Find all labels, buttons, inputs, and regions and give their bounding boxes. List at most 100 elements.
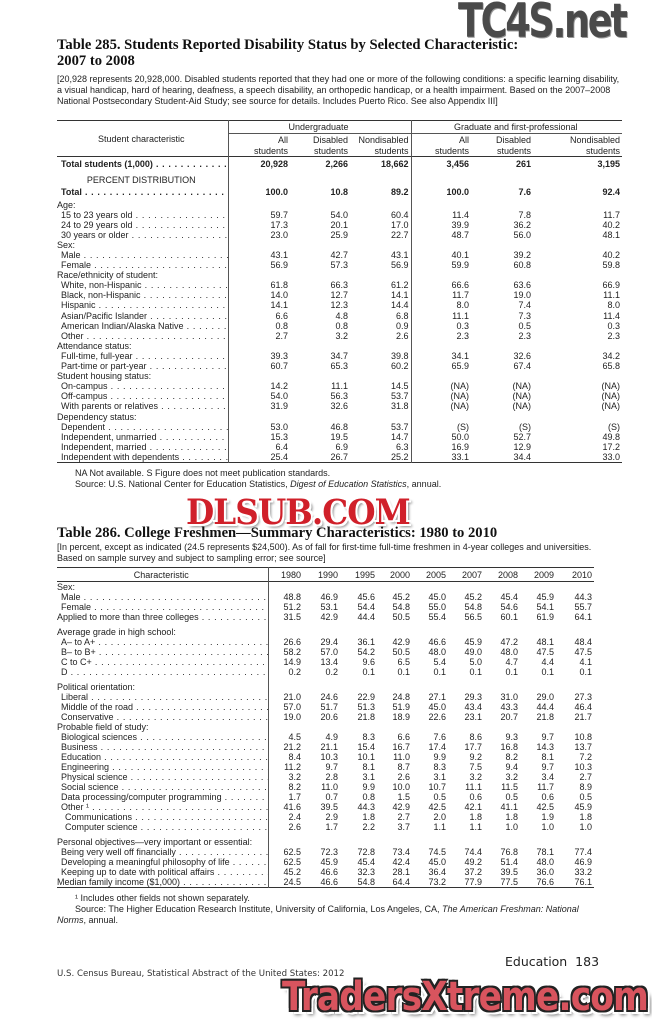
value-cell: 14.7 [350,431,412,442]
value-cell: 46.6 [428,637,446,647]
value-cell: 3.2 [469,772,482,782]
value-cell: 21.8 [357,712,375,722]
table-row: Conservative 19.0 20.6 21.8 18.9 22.6 23.1 20.7… [57,712,594,722]
row-label: Biological sciences [57,732,269,742]
value-cell: 73.2 [428,877,446,887]
value-cell: 43.3 [500,702,518,712]
value-cell: 43.4 [464,702,482,712]
value-cell: 14.9 [283,657,301,667]
value-cell: 8.0 [456,300,469,311]
table-row: Hispanic 14.1 12.314.4 8.0 7.4 8.0 [57,300,622,311]
value-cell: 2.8 [325,772,338,782]
value-cell: 26.7 [330,451,348,462]
value-cell: 49.8 [602,431,621,442]
value-cell: 47.2 [500,637,518,647]
table-row: 24 to 29 years old 17.3 20.117.0 39.9 36.2 40… [57,219,622,230]
value-cell: 54.2 [357,647,375,657]
value-cell: 1.7 [288,792,301,802]
table-row: Liberal 21.0 24.6 22.9 24.8 27.1 29.3 31.0 29.0 2… [57,692,594,702]
value-cell: 0.2 [288,667,301,677]
value-cell [411,172,471,185]
row-label: On-campus [57,381,229,392]
row-label: B– to B+ [57,647,269,657]
value-cell: 27.1 [428,692,446,702]
group-header-graduate: Graduate and first-professional [411,120,623,134]
row-label: Dependency status: [57,411,229,422]
value-cell: 1.0 [541,822,554,832]
year-column-header: 1995 [354,569,375,580]
value-cell: 10.1 [357,752,375,762]
value-cell: (NA) [450,391,470,402]
value-cell: 51.2 [283,602,301,612]
row-label: Applied to more than three colleges [57,612,269,622]
value-cell: 59.8 [602,260,621,271]
row-label-text: Male [61,250,81,261]
value-cell: 45.2 [392,592,410,602]
row-label-text: B– to B+ [61,647,96,657]
source-suffix: , annual. [406,479,442,489]
value-cell [471,341,533,351]
value-cell: 46.6 [320,877,338,887]
value-cell: 10.7 [428,782,446,792]
value-cell: 261 [515,159,531,170]
value-cell: 22.7 [350,229,412,240]
value-cell: 10.8 [330,187,348,197]
row-label-text: Probable field of study: [57,722,149,732]
row-label: Independent with dependents [57,451,229,463]
table-row: Computer science 2.6 1.7 2.2 3.7 1.1 1.1 1.0 1.0… [57,822,594,832]
value-cell: 0.1 [362,667,375,677]
value-cell: 39.5 [500,867,518,877]
value-cell [268,832,303,847]
table-group-heading: Dependency status: [57,411,622,422]
value-cell: 17.3 [270,219,288,230]
value-cell: 17.0 [350,219,412,230]
value-cell: 0.5 [433,792,446,802]
value-cell: 44.4 [357,612,375,622]
value-cell: 1.1 [433,822,446,832]
value-cell: 52.7 [513,431,531,442]
column-header: Nondisabled students [350,133,412,157]
value-cell: 74.5 [428,847,446,857]
table-group-heading: Attendance status: [57,340,622,351]
table-row: Applied to more than three colleges 31.5 4… [57,612,594,622]
value-cell: 45.9 [574,802,592,812]
row-label-text: Biological sciences [61,732,138,742]
value-cell [290,200,350,210]
row-label: Age: [57,199,229,210]
value-cell: 60.1 [500,612,518,622]
value-cell [533,371,622,381]
value-cell [448,582,484,593]
column-header: Disabled students [312,135,348,156]
table-row: With parents or relatives 31.9 32.631.8 (NA… [57,401,622,412]
row-label-text: 30 years or older [61,229,129,240]
row-label-text: Age: [57,199,76,210]
value-cell: 64.1 [574,612,592,622]
value-cell: 19.5 [330,431,348,442]
value-cell [471,172,533,185]
value-cell: 2.2 [362,822,375,832]
row-label: White, non-Hispanic [57,280,229,291]
year-column-header: 1990 [317,569,338,580]
value-cell: 20.7 [500,712,518,722]
value-cell: 1.8 [362,812,375,822]
value-cell: 8.1 [541,752,554,762]
value-cell: 11.5 [501,782,518,792]
table-285-source: Source: U.S. National Center for Educati… [75,479,441,490]
running-head-page-number: Education 183 [505,954,600,969]
value-cell: 45.0 [428,592,446,602]
value-cell [411,270,471,280]
value-cell: 47.5 [574,647,592,657]
value-cell [484,622,520,637]
value-cell: 4.8 [335,310,348,321]
value-cell: 65.8 [602,361,621,372]
value-cell: 57.0 [283,702,301,712]
row-label-text: Total [61,187,82,197]
value-cell: (NA) [450,401,470,412]
row-label: C to C+ [57,657,269,667]
row-label-text: Physical science [61,772,128,782]
row-label: Total students (1,000) [57,156,229,172]
value-cell: 11.4 [452,209,469,220]
table-group-heading: Age: [57,199,622,210]
value-cell: 10.3 [574,762,592,772]
